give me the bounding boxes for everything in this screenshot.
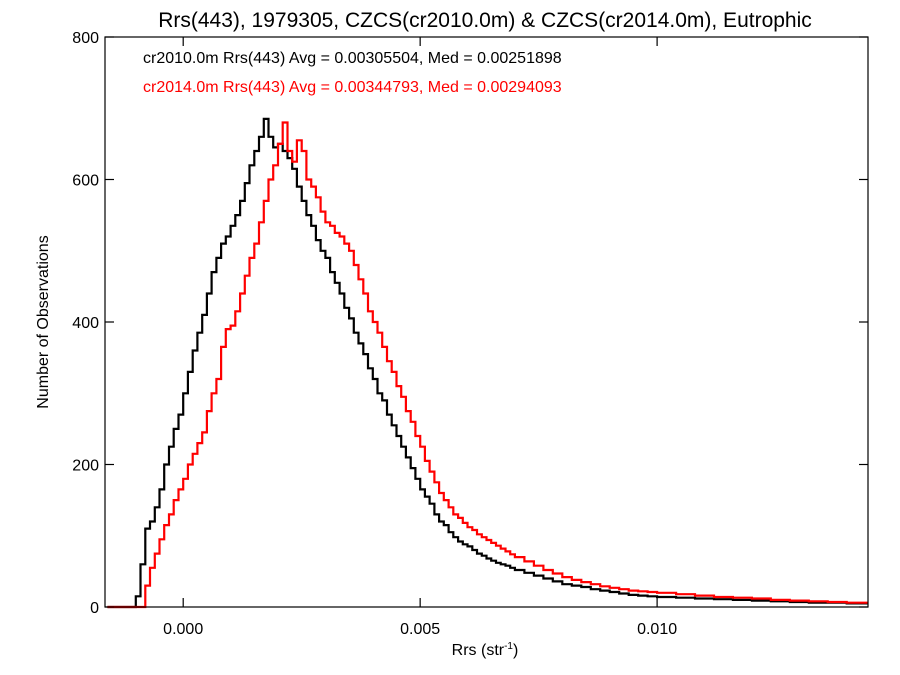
x-tick-label: 0.005 — [400, 621, 440, 638]
x-tick-label: 0.010 — [637, 621, 677, 638]
plot-frame — [104, 36, 869, 608]
series-black-histogram — [107, 117, 868, 609]
y-tick-label: 800 — [72, 30, 99, 47]
y-tick-label: 600 — [72, 173, 99, 190]
annotation-black: cr2010.0m Rrs(443) Avg = 0.00305504, Med… — [143, 50, 562, 67]
y-tick-label: 200 — [72, 458, 99, 475]
x-axis-label-close: ) — [513, 642, 518, 659]
y-axis-label: Number of Observations — [35, 235, 52, 408]
chart-title: Rrs(443), 1979305, CZCS(cr2010.0m) & CZC… — [158, 9, 812, 32]
series-layer — [107, 117, 868, 609]
annotation-red: cr2014.0m Rrs(443) Avg = 0.00344793, Med… — [143, 79, 562, 96]
series-red-histogram — [107, 121, 868, 609]
x-axis-label-sup: -1 — [504, 641, 513, 652]
x-axis-label: Rrs (str-1) — [452, 641, 519, 659]
x-tick-label: 0.000 — [163, 621, 203, 638]
ticks-layer: 0.000 0.005 0.010 0 200 400 600 800 — [72, 30, 868, 638]
y-tick-label: 400 — [72, 315, 99, 332]
x-axis-label-main: Rrs (str — [452, 642, 505, 659]
y-tick-label: 0 — [90, 600, 99, 617]
